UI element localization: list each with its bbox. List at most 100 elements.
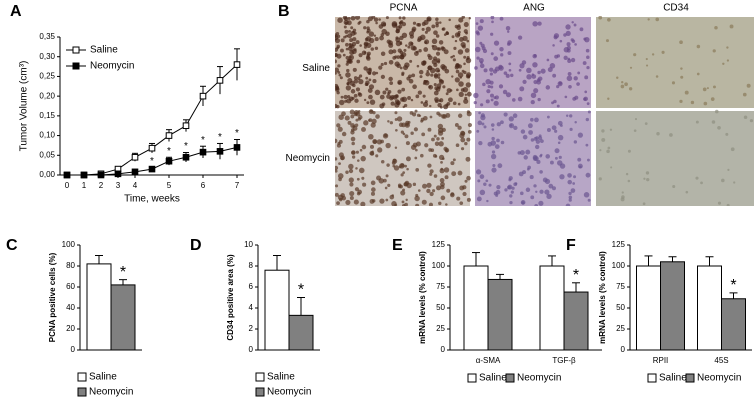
cell [570, 188, 576, 193]
cell [404, 122, 411, 128]
cell [483, 182, 487, 186]
cell [621, 81, 624, 84]
cell [405, 141, 410, 146]
cell [435, 21, 440, 25]
cell [338, 114, 344, 120]
cell [435, 51, 441, 56]
cell [537, 97, 541, 102]
cell [349, 38, 354, 43]
cell [553, 99, 557, 104]
cell [345, 85, 352, 91]
bar [636, 265, 661, 351]
cell [335, 138, 338, 144]
cell [345, 47, 349, 51]
cell [350, 16, 356, 21]
y-tick-label: 0,10 [39, 131, 55, 140]
y-tick-label: 75 [436, 282, 445, 291]
cell [463, 29, 468, 34]
cell [355, 150, 359, 154]
cell [584, 90, 588, 94]
cell [539, 154, 543, 158]
cell [377, 147, 383, 153]
cell [717, 201, 722, 205]
cell [418, 69, 424, 75]
y-tick-label: 0,30 [39, 52, 55, 61]
cell [651, 53, 655, 56]
cell [489, 67, 494, 72]
legend-label: Neomycin [517, 373, 561, 384]
cell [446, 188, 451, 193]
cell [360, 155, 366, 162]
marker [114, 170, 122, 178]
cell [383, 61, 388, 66]
cell [368, 133, 374, 140]
cell [387, 183, 391, 187]
cell [601, 129, 605, 133]
cell [366, 101, 370, 105]
cell [374, 89, 381, 96]
cell [343, 19, 349, 25]
cell [517, 35, 523, 40]
cell [700, 181, 703, 185]
cell [352, 67, 357, 72]
cell [634, 118, 638, 121]
cell [406, 182, 412, 189]
cell [574, 43, 577, 46]
cell [400, 190, 406, 196]
cell [557, 120, 563, 126]
cell [397, 79, 403, 85]
cell [493, 100, 499, 106]
cell [386, 39, 391, 44]
cell [427, 163, 432, 168]
cell [475, 169, 482, 175]
marker [216, 148, 224, 155]
cell [422, 94, 426, 98]
cell [490, 123, 495, 127]
cell [538, 136, 543, 141]
cell [338, 177, 342, 182]
cell [412, 84, 417, 90]
legend-swatch [77, 372, 87, 382]
cell [442, 157, 445, 160]
cell [478, 111, 481, 115]
cell [428, 148, 432, 152]
legend-label: Neomycin [697, 373, 741, 384]
cell [695, 176, 699, 180]
y-tick-label: 8 [249, 261, 254, 270]
cell [376, 139, 383, 145]
y-tick-label: 0 [249, 345, 254, 354]
x-tick-label: 0 [65, 181, 70, 190]
cell [586, 65, 590, 70]
bar [721, 298, 746, 351]
cell [351, 141, 355, 146]
marker [131, 168, 139, 176]
cell [380, 62, 384, 67]
cell [408, 78, 414, 84]
cell [491, 167, 497, 173]
cell [616, 76, 619, 80]
cell [421, 132, 426, 137]
marker [148, 165, 156, 173]
cell [455, 69, 460, 74]
cell [335, 87, 340, 92]
marker [63, 171, 71, 179]
cell [498, 65, 504, 71]
cell [526, 67, 532, 74]
cell [449, 192, 455, 198]
cell [465, 74, 471, 79]
cell [519, 63, 525, 69]
cell [350, 26, 354, 30]
cell [645, 64, 649, 67]
cell [566, 75, 573, 82]
cell [463, 22, 469, 28]
cell [461, 69, 465, 73]
cell [655, 75, 659, 78]
cell [360, 201, 366, 206]
cell [490, 85, 494, 89]
cell [438, 79, 445, 85]
cell [369, 99, 376, 105]
cell [509, 194, 513, 198]
cell [378, 24, 384, 29]
legend-swatch [647, 373, 657, 383]
cell [434, 154, 438, 158]
